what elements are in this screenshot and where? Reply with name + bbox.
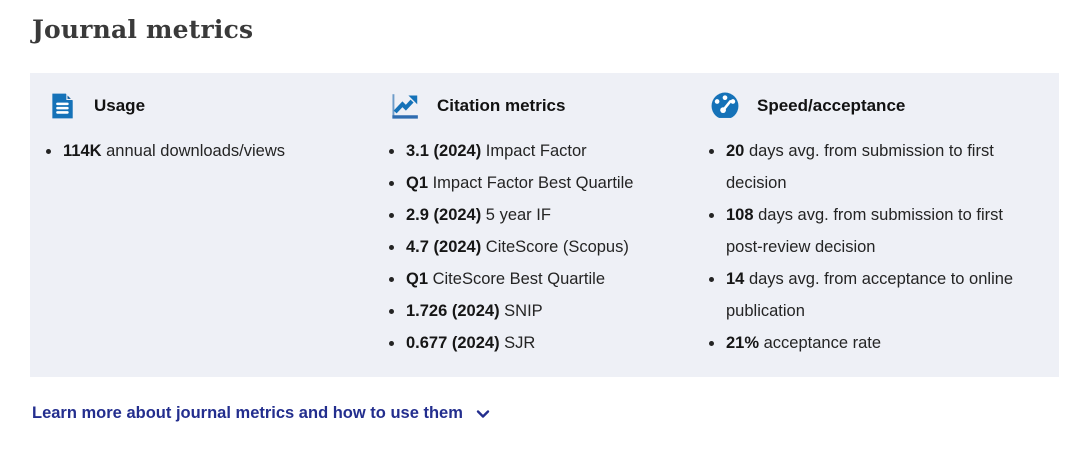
column-heading: Citation metrics xyxy=(437,96,566,115)
metric-list-usage: 114K annual downloads/views xyxy=(42,135,385,167)
metric-label: days avg. from acceptance to online publ… xyxy=(726,270,1014,320)
metric-value: 108 xyxy=(726,206,754,224)
metric-item: 1.726 (2024) SNIP xyxy=(405,295,705,327)
metric-item: 4.7 (2024) CiteScore (Scopus) xyxy=(405,231,705,263)
metrics-column-citation: Citation metrics 3.1 (2024) Impact Facto… xyxy=(385,88,705,359)
learn-more-label: Learn more about journal metrics and how… xyxy=(32,404,463,422)
metric-item: 114K annual downloads/views xyxy=(62,135,385,167)
metrics-column-usage: Usage 114K annual downloads/views xyxy=(42,88,385,167)
metric-label: days avg. from submission to first post-… xyxy=(726,206,1003,256)
metrics-panel: Usage 114K annual downloads/views Citati… xyxy=(30,73,1059,377)
metrics-column-speed: Speed/acceptance 20 days avg. from submi… xyxy=(705,88,1043,359)
chevron-down-icon xyxy=(475,406,491,422)
metric-label: annual downloads/views xyxy=(101,142,285,160)
metric-value: 114K xyxy=(63,142,102,160)
metric-label: acceptance rate xyxy=(759,334,882,352)
document-icon xyxy=(46,90,78,122)
metric-value: 0.677 (2024) xyxy=(406,334,500,352)
metric-item: 21% acceptance rate xyxy=(725,327,1043,359)
metric-value: 1.726 (2024) xyxy=(406,302,500,320)
metric-item: 3.1 (2024) Impact Factor xyxy=(405,135,705,167)
metric-list-citation: 3.1 (2024) Impact FactorQ1 Impact Factor… xyxy=(385,135,705,359)
column-heading: Usage xyxy=(94,96,146,115)
metric-label: 5 year IF xyxy=(481,206,551,224)
metric-item: 0.677 (2024) SJR xyxy=(405,327,705,359)
metric-label: SJR xyxy=(499,334,536,352)
metric-label: CiteScore (Scopus) xyxy=(481,238,629,256)
column-header-citation: Citation metrics xyxy=(389,90,705,122)
metric-label: Impact Factor Best Quartile xyxy=(428,174,634,192)
speedometer-icon xyxy=(709,90,741,122)
journal-metrics-section: Journal metrics Usage 114K annual downlo… xyxy=(0,15,1080,423)
page-title: Journal metrics xyxy=(32,15,254,44)
metric-item: 108 days avg. from submission to first p… xyxy=(725,199,1043,263)
metric-value: Q1 xyxy=(406,174,429,192)
column-heading: Speed/acceptance xyxy=(757,96,906,115)
metric-label: days avg. from submission to first decis… xyxy=(726,142,994,192)
metric-value: 4.7 (2024) xyxy=(406,238,482,256)
metric-item: 14 days avg. from acceptance to online p… xyxy=(725,263,1043,327)
metric-list-speed: 20 days avg. from submission to first de… xyxy=(705,135,1043,359)
metric-label: SNIP xyxy=(499,302,543,320)
metric-value: 21% xyxy=(726,334,760,352)
metric-value: Q1 xyxy=(406,270,429,288)
metric-item: 2.9 (2024) 5 year IF xyxy=(405,199,705,231)
metric-label: CiteScore Best Quartile xyxy=(428,270,606,288)
metric-label: Impact Factor xyxy=(481,142,587,160)
metric-item: Q1 CiteScore Best Quartile xyxy=(405,263,705,295)
line-chart-icon xyxy=(389,90,421,122)
metric-item: Q1 Impact Factor Best Quartile xyxy=(405,167,705,199)
learn-more-link[interactable]: Learn more about journal metrics and how… xyxy=(32,404,491,423)
metric-item: 20 days avg. from submission to first de… xyxy=(725,135,1043,199)
column-header-usage: Usage xyxy=(46,90,385,122)
metric-value: 20 xyxy=(726,142,745,160)
metric-value: 3.1 (2024) xyxy=(406,142,482,160)
metric-value: 2.9 (2024) xyxy=(406,206,482,224)
metric-value: 14 xyxy=(726,270,745,288)
column-header-speed: Speed/acceptance xyxy=(709,90,1043,122)
